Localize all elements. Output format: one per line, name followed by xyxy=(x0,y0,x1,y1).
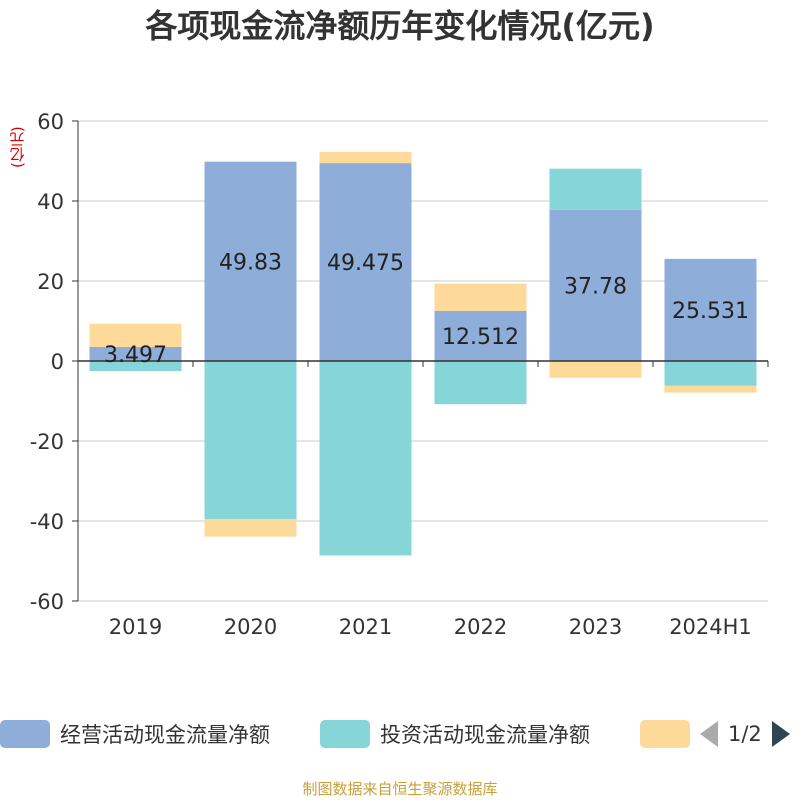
bar-series2-2020 xyxy=(204,519,297,537)
bar-series2-2023 xyxy=(549,361,642,378)
legend-pager: 1/2 xyxy=(700,714,790,754)
data-label-2019: 3.497 xyxy=(104,343,167,368)
legend-prev-arrow-icon[interactable] xyxy=(700,721,718,747)
data-label-2024H1: 25.531 xyxy=(672,299,749,324)
legend-next-arrow-icon[interactable] xyxy=(771,721,790,747)
legend-swatch-investing xyxy=(320,720,370,748)
legend-item-financing[interactable] xyxy=(640,714,690,754)
y-tick-label: -40 xyxy=(30,510,64,534)
legend-item-operating[interactable]: 经营活动现金流量净额 xyxy=(0,714,270,754)
bar-series1-2024H1 xyxy=(664,361,757,386)
bar-series0-2023 xyxy=(549,209,642,361)
bar-series0-2020 xyxy=(204,161,297,361)
data-source-note: 制图数据来自恒生聚源数据库 xyxy=(302,780,498,798)
legend-item-investing[interactable]: 投资活动现金流量净额 xyxy=(320,714,590,754)
bar-series1-2020 xyxy=(204,361,297,519)
bar-series1-2022 xyxy=(434,361,527,405)
x-tick-label: 2023 xyxy=(569,615,622,639)
bar-series1-2021 xyxy=(319,361,412,556)
data-label-2022: 12.512 xyxy=(442,325,519,350)
bar-series0-2021 xyxy=(319,163,412,361)
x-tick-label: 2022 xyxy=(454,615,507,639)
legend: 经营活动现金流量净额 投资活动现金流量净额 1/2 xyxy=(0,714,800,754)
bar-series0-2024H1 xyxy=(664,258,757,361)
bar-series2-2021 xyxy=(319,151,412,164)
data-label-2020: 49.83 xyxy=(219,250,282,275)
legend-label-operating: 经营活动现金流量净额 xyxy=(60,723,270,747)
x-tick-label: 2019 xyxy=(109,615,162,639)
bar-series2-2019 xyxy=(89,323,182,348)
y-tick-label: 20 xyxy=(37,270,64,294)
legend-swatch-financing xyxy=(640,720,690,748)
bar-series2-2024H1 xyxy=(664,385,757,393)
y-tick-label: -60 xyxy=(30,590,64,614)
y-tick-label: 40 xyxy=(37,190,64,214)
data-label-2023: 37.78 xyxy=(564,274,627,299)
x-tick-label: 2020 xyxy=(224,615,277,639)
bar-series2-2022 xyxy=(434,283,527,311)
chart-plot: 60 40 20 0 -20 -40 -60 3.497 49.83 49.475 12.512 37… xyxy=(30,110,769,639)
x-tick-label: 2021 xyxy=(339,615,392,639)
legend-swatch-operating xyxy=(0,720,50,748)
y-tick-label: 60 xyxy=(37,110,64,134)
y-tick-label: -20 xyxy=(30,430,64,454)
x-tick-label: 2024H1 xyxy=(669,615,752,639)
data-label-2021: 49.475 xyxy=(327,251,404,276)
legend-page-indicator: 1/2 xyxy=(728,722,762,746)
bar-series0-2019 xyxy=(89,347,182,361)
legend-label-investing: 投资活动现金流量净额 xyxy=(380,723,590,747)
bar-series1-2019 xyxy=(89,361,182,371)
bar-series1-2023 xyxy=(549,168,642,210)
chart-title: 各项现金流净额历年变化情况(亿元) xyxy=(145,7,655,45)
bar-series0-2022 xyxy=(434,310,527,361)
y-tick-label: 0 xyxy=(51,350,64,374)
